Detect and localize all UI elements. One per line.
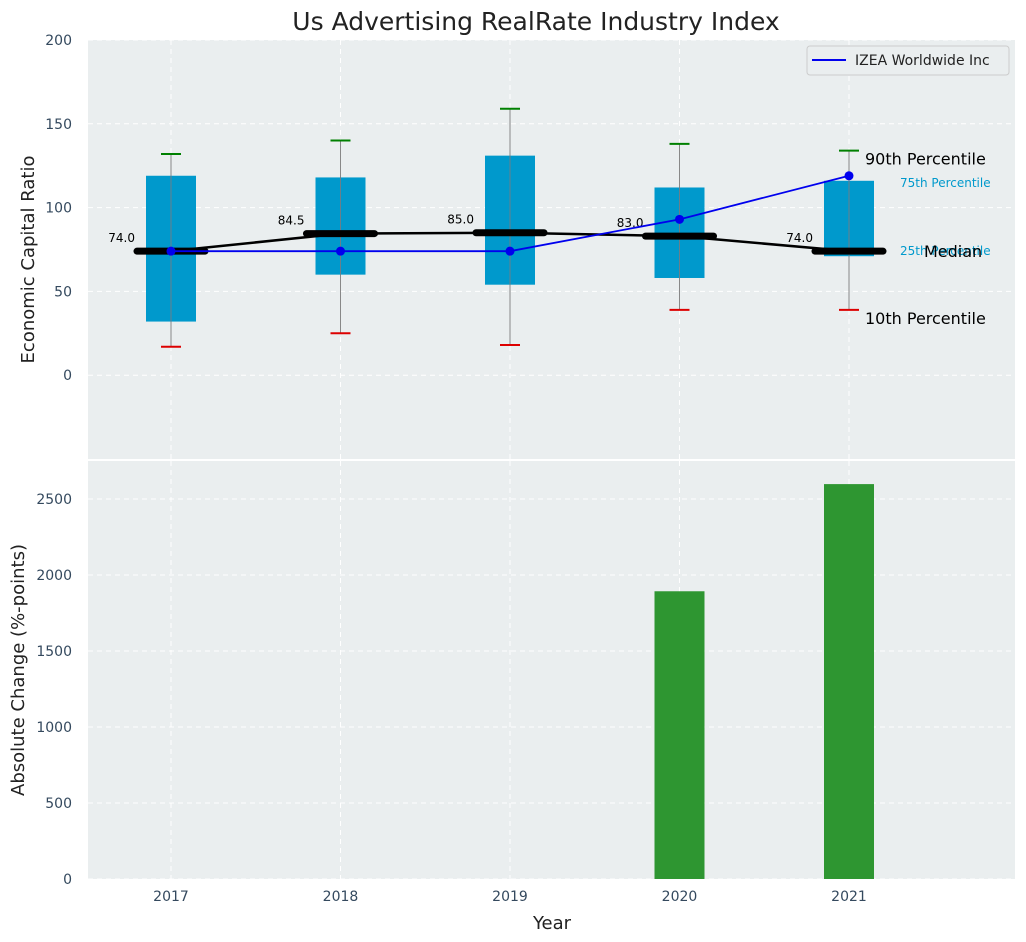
company-point [166,246,176,256]
x-axis: 2017 2018 2019 2020 2021 Year [153,889,867,934]
annotation-p25: 25th Percentile [900,244,991,258]
chart-title: Us Advertising RealRate Industry Index [292,7,779,36]
x-tick-label: 2017 [153,889,189,905]
top-y-tick-label: 150 [45,117,72,133]
bottom-y-tick-label: 2500 [36,492,72,508]
bottom-y-tick-label: 0 [63,872,72,888]
top-y-tick-label: 0 [63,368,72,384]
top-y-tick-label: 100 [45,201,72,217]
bottom-plot-area [88,461,1015,879]
top-panel: 0 50 100 150 200 Economic Capital Ratio 74.0 84… [18,33,1015,459]
bottom-y-tick-label: 1500 [36,644,72,660]
median-value-label: 74.0 [108,231,135,245]
company-point [844,171,854,181]
top-y-tick-label: 50 [54,284,72,300]
company-point [336,246,345,256]
top-y-tick-label: 200 [45,33,72,49]
change-bar [654,591,705,879]
legend: IZEA Worldwide Inc [806,45,1010,76]
bottom-y-tick-label: 500 [45,796,72,812]
annotation-p90: 90th Percentile [865,150,986,169]
bottom-y-tick-label: 2000 [36,568,72,584]
annotation-median: Median [924,242,982,261]
x-tick-label: 2021 [831,889,867,905]
bottom-panel: 0 500 1000 1500 2000 2500 Absolute Change (%-p… [8,461,1015,888]
legend-label: IZEA Worldwide Inc [855,53,990,69]
annotation-p75: 75th Percentile [900,176,991,190]
legend-box [806,45,1010,76]
top-y-axis-label: Economic Capital Ratio [18,156,39,364]
x-tick-label: 2019 [492,889,528,905]
change-bar [824,484,874,879]
median-value-label: 84.5 [278,214,305,228]
annotation-p10: 10th Percentile [865,309,986,328]
company-point [675,214,684,224]
median-value-label: 85.0 [447,213,474,227]
bottom-y-tick-label: 1000 [36,720,72,736]
bottom-y-axis-label: Absolute Change (%-points) [8,544,29,796]
median-value-label: 74.0 [786,231,813,245]
x-tick-label: 2018 [323,889,359,905]
x-axis-label: Year [532,913,572,934]
company-point [505,246,515,256]
x-tick-label: 2020 [662,889,698,905]
